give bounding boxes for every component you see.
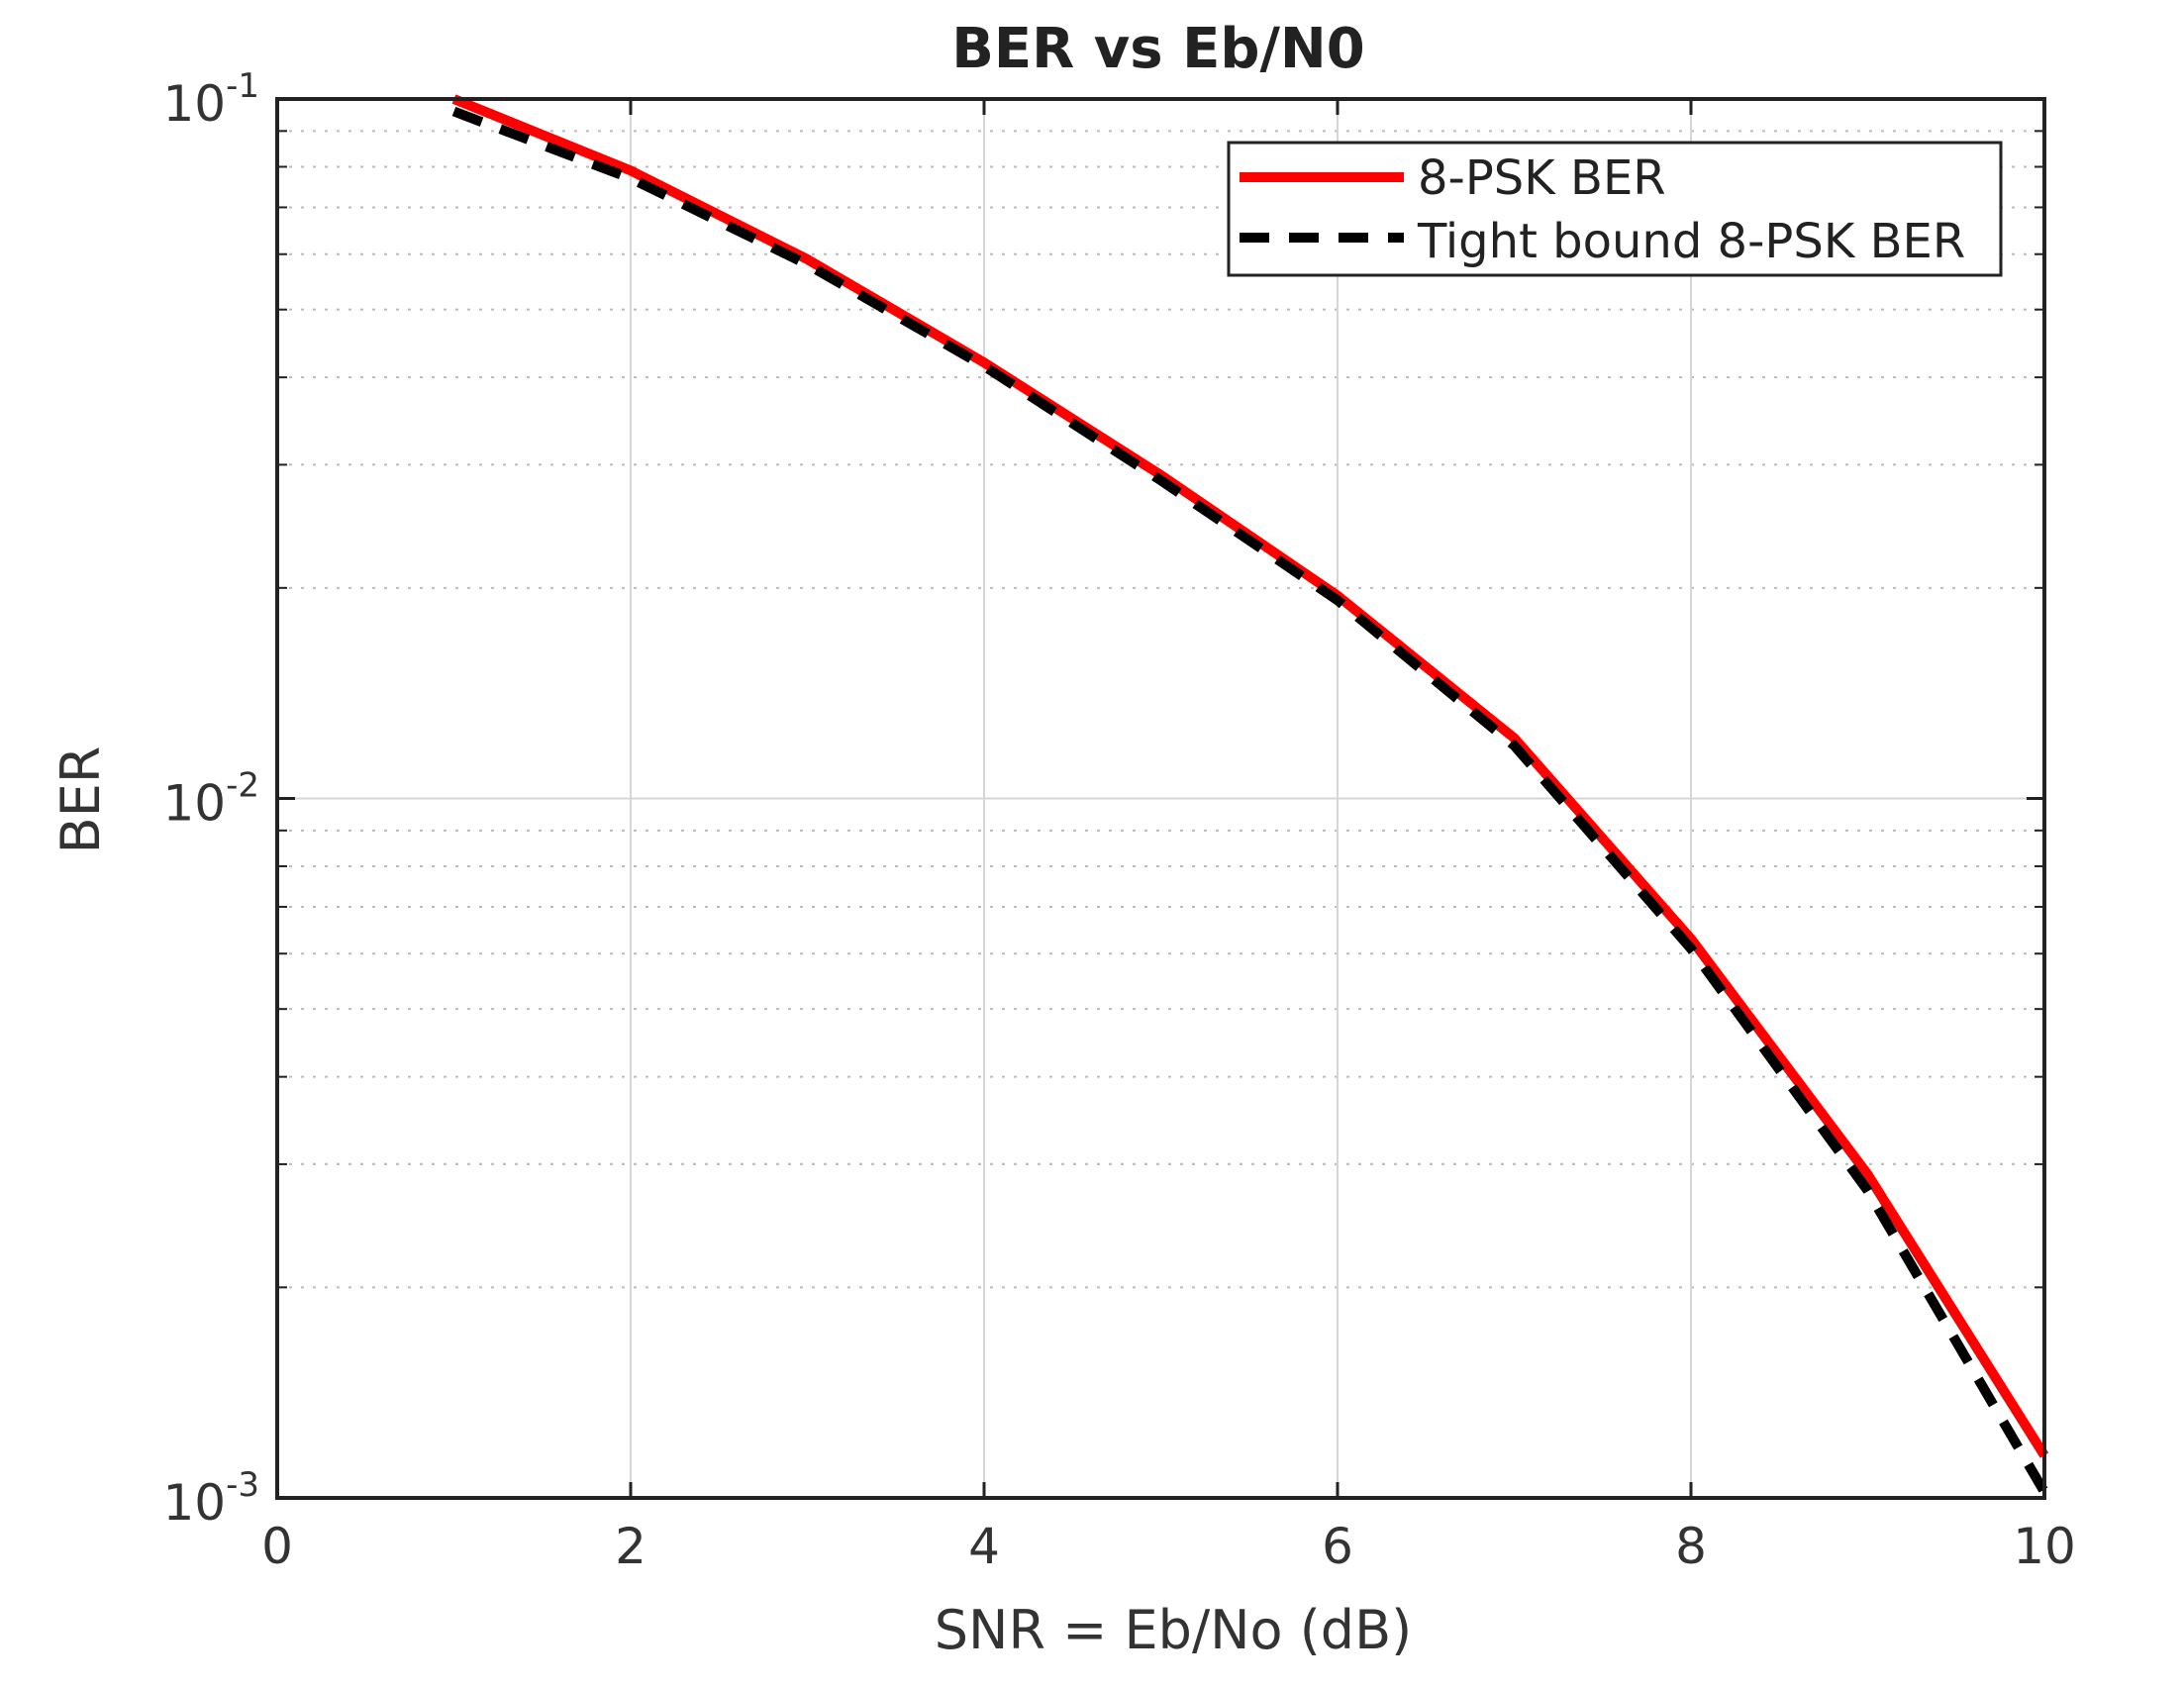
y-axis-label: BER [50, 746, 112, 854]
y-tick-base: 10 [162, 775, 226, 833]
y-tick-exponent: -1 [226, 66, 259, 106]
x-tick-label: 2 [615, 1518, 646, 1575]
x-tick-label: 4 [968, 1518, 1000, 1575]
series-layer [451, 94, 2049, 1495]
x-tick-label: 6 [1322, 1518, 1353, 1575]
y-tick-exponent: -2 [226, 766, 259, 806]
y-tick-label: 10-3 [162, 1465, 259, 1532]
y-tick-base: 10 [162, 1474, 226, 1532]
y-tick-base: 10 [162, 75, 226, 133]
axes-frame [275, 97, 2046, 1500]
major-grid [277, 99, 2044, 1498]
x-axis-label: SNR = Eb/No (dB) [935, 1599, 1412, 1661]
legend-entry-tight-bound: Tight bound 8-PSK BER [1417, 214, 1965, 269]
y-tick-labels: 10-110-210-3 [162, 66, 259, 1532]
x-tick-labels: 0 2 4 6 8 10 [261, 1518, 2076, 1575]
legend: 8-PSK BER Tight bound 8-PSK BER [1227, 141, 2003, 277]
y-tick-exponent: -3 [226, 1465, 259, 1505]
series-line-tight-bound [451, 106, 2049, 1495]
legend-entry-8psk: 8-PSK BER [1418, 150, 1666, 206]
legend-box [1227, 141, 2003, 277]
y-tick-label: 10-2 [162, 766, 259, 833]
x-tick-label: 0 [261, 1518, 293, 1575]
chart-title: BER vs Eb/N0 [951, 17, 1365, 81]
x-tick-label: 8 [1675, 1518, 1707, 1575]
x-tick-label: 10 [2013, 1518, 2076, 1575]
y-tick-label: 10-1 [162, 66, 259, 133]
